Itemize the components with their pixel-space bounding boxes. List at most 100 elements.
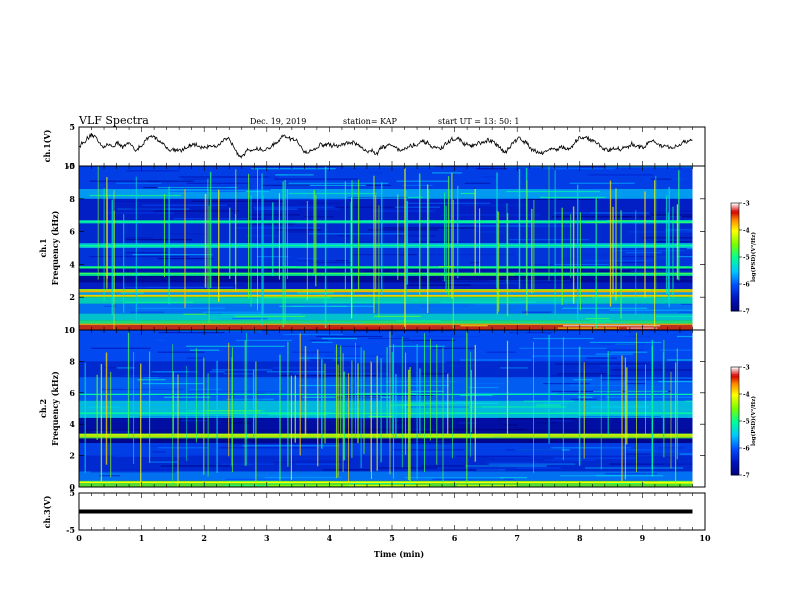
spectral-speckle bbox=[521, 440, 558, 442]
spectral-speckle bbox=[494, 278, 510, 280]
colorbar-step bbox=[731, 379, 739, 382]
colorbar-step bbox=[731, 370, 739, 373]
start-time-label: start UT = 13: 50: 1 bbox=[438, 117, 519, 126]
colorbar-step bbox=[731, 403, 739, 406]
spectral-speckle bbox=[432, 172, 462, 174]
spectral-speckle bbox=[677, 335, 693, 338]
colorbar-step bbox=[731, 444, 739, 447]
spectral-speckle bbox=[147, 180, 195, 182]
spectral-speckle bbox=[89, 180, 159, 182]
colorbar-tick-label: -7 bbox=[743, 309, 750, 316]
spectral-speckle bbox=[234, 227, 321, 229]
colorbar-step bbox=[731, 282, 739, 285]
y-tick-label: 8 bbox=[69, 194, 75, 204]
spectral-speckle bbox=[272, 461, 352, 463]
spectral-speckle bbox=[684, 400, 693, 402]
y-tick-label: 4 bbox=[69, 419, 75, 429]
spectral-speckle bbox=[650, 178, 672, 180]
colorbar-step bbox=[731, 309, 739, 312]
spectral-speckle bbox=[577, 396, 593, 398]
colorbar-step bbox=[731, 426, 739, 429]
spectral-speckle bbox=[248, 223, 295, 225]
spectral-speckle bbox=[432, 478, 514, 480]
spectral-speckle bbox=[86, 480, 117, 482]
x-tick-label: 10 bbox=[699, 533, 711, 543]
frequency-band bbox=[79, 268, 693, 273]
spectral-speckle bbox=[191, 200, 284, 202]
station-label: station= KAP bbox=[343, 117, 398, 126]
spectral-speckle bbox=[441, 469, 499, 471]
colorbar-step bbox=[731, 397, 739, 400]
spectral-speckle bbox=[186, 182, 250, 184]
spectral-speckle bbox=[508, 332, 553, 334]
colorbar-label: log(PSD)(V²/Hz) bbox=[750, 232, 757, 282]
spectral-speckle bbox=[260, 426, 313, 428]
colorbar-step bbox=[731, 440, 739, 444]
spectral-speckle bbox=[596, 475, 664, 477]
spectral-speckle bbox=[225, 478, 291, 480]
spectral-speckle bbox=[498, 417, 577, 420]
spectral-speckle bbox=[160, 465, 230, 467]
colorbar-tick-label: -3 bbox=[743, 201, 750, 208]
spectral-speckle bbox=[130, 280, 204, 282]
spectral-speckle bbox=[497, 268, 585, 270]
colorbar-step bbox=[731, 212, 739, 215]
spectral-speckle bbox=[347, 196, 409, 198]
spectral-speckle bbox=[537, 422, 558, 424]
x-tick-label: 3 bbox=[264, 533, 270, 543]
spectral-speckle bbox=[468, 386, 499, 389]
spectral-speckle bbox=[116, 367, 135, 369]
spectral-speckle bbox=[104, 305, 117, 307]
spectral-speckle bbox=[90, 471, 176, 473]
spectral-speckle bbox=[303, 216, 334, 218]
spectral-speckle bbox=[349, 484, 431, 487]
spectral-speckle bbox=[335, 345, 361, 347]
spectral-speckle bbox=[119, 438, 131, 440]
colorbar-step bbox=[731, 458, 739, 462]
spectral-speckle bbox=[91, 347, 151, 349]
spectral-speckle bbox=[132, 254, 213, 256]
spectral-speckle bbox=[312, 327, 380, 329]
spectral-speckle bbox=[423, 438, 472, 440]
colorbar-step bbox=[731, 433, 739, 436]
spectral-speckle bbox=[481, 176, 497, 178]
colorbar-step bbox=[731, 253, 739, 256]
colorbar-step bbox=[731, 395, 739, 399]
colorbar-step bbox=[731, 203, 739, 206]
colorbar-step bbox=[731, 296, 739, 299]
spectral-speckle bbox=[378, 220, 416, 222]
colorbar-step bbox=[731, 431, 739, 435]
spectral-speckle bbox=[456, 484, 518, 487]
spectral-speckle bbox=[595, 353, 634, 355]
spectral-speckle bbox=[460, 359, 532, 361]
spectral-speckle bbox=[139, 416, 234, 418]
spectral-speckle bbox=[650, 254, 693, 256]
spectral-speckle bbox=[605, 166, 693, 168]
colorbar-step bbox=[731, 307, 739, 310]
spectral-speckle bbox=[462, 204, 529, 206]
colorbar-step bbox=[731, 386, 739, 390]
spectral-speckle bbox=[164, 396, 211, 398]
spectral-speckle bbox=[262, 184, 310, 186]
frequency-band bbox=[79, 282, 693, 289]
spectral-speckle bbox=[394, 206, 441, 208]
spectral-speckle bbox=[158, 447, 208, 449]
spectral-speckle bbox=[540, 196, 606, 198]
x-axis-label: Time (min) bbox=[374, 549, 424, 559]
colorbar-step bbox=[731, 222, 739, 226]
colorbar-step bbox=[731, 467, 739, 471]
colorbar-step bbox=[731, 271, 739, 274]
frequency-band bbox=[79, 292, 693, 295]
spectral-speckle bbox=[168, 190, 246, 193]
spectral-speckle bbox=[189, 349, 220, 351]
spectral-speckle bbox=[605, 482, 644, 484]
spectral-speckle bbox=[140, 275, 233, 278]
colorbar-step bbox=[731, 381, 739, 384]
spectral-speckle bbox=[87, 406, 121, 408]
spectral-speckle bbox=[500, 428, 527, 431]
colorbar-step bbox=[731, 404, 739, 408]
spectral-speckle bbox=[691, 377, 693, 379]
spectral-speckle bbox=[644, 482, 693, 484]
spectral-speckle bbox=[420, 373, 448, 375]
colorbar-step bbox=[731, 226, 739, 229]
